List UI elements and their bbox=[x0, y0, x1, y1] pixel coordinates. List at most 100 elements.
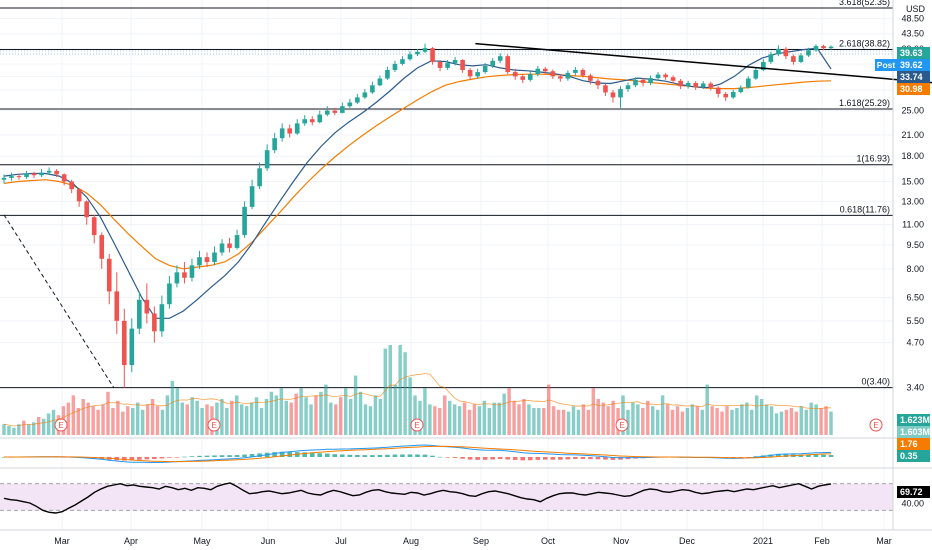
volume-bar bbox=[443, 395, 447, 435]
candle-body bbox=[152, 313, 157, 332]
candle-body bbox=[182, 272, 187, 278]
price-tick-label: 43.50 bbox=[901, 29, 924, 39]
volume-bar bbox=[571, 406, 576, 435]
macd-signal-line bbox=[4, 445, 832, 463]
candle-body bbox=[31, 173, 37, 176]
volume-bar bbox=[492, 402, 496, 435]
candle-body bbox=[294, 123, 300, 134]
candle-body bbox=[588, 75, 593, 81]
volume-bar bbox=[670, 409, 675, 435]
volume-bar bbox=[586, 409, 591, 435]
price-badges: 39.63 Post 39.62 33.74 30.98 1.623M 1.603M 1.76… bbox=[875, 47, 930, 498]
candle-body bbox=[272, 138, 277, 151]
macd-histogram-bar bbox=[392, 454, 398, 457]
volume-bar bbox=[235, 395, 239, 435]
macd-histogram-bar bbox=[603, 457, 608, 460]
volume-bar bbox=[423, 388, 427, 435]
volume-bar bbox=[774, 413, 779, 435]
volume-bar bbox=[537, 408, 541, 435]
time-tick-label: Dec bbox=[679, 536, 696, 546]
volume-bar bbox=[740, 404, 744, 435]
volume-bar bbox=[299, 388, 303, 435]
candle-body bbox=[430, 48, 435, 62]
candle-body bbox=[460, 59, 465, 70]
fib-level-label: 0(3.40) bbox=[861, 377, 890, 387]
volume-bar bbox=[655, 409, 660, 435]
volume-bar bbox=[225, 408, 229, 435]
macd-histogram-bar bbox=[437, 456, 443, 458]
candlestick-series bbox=[1, 43, 834, 388]
volume-bar bbox=[36, 417, 41, 435]
volume-bar bbox=[705, 384, 709, 435]
volume-bar bbox=[680, 411, 685, 435]
macd-histogram-bar bbox=[234, 455, 240, 457]
macd-histogram-bar bbox=[618, 457, 623, 460]
time-axis[interactable]: Mar Apr May Jun Jul Aug Sep Oct Nov Dec 2021 Feb Mar bbox=[0, 529, 932, 546]
volume-bar bbox=[314, 395, 318, 435]
macd-histogram-bar bbox=[806, 454, 811, 457]
price-tick-label: 18.00 bbox=[901, 151, 924, 161]
volume-bar bbox=[230, 400, 234, 435]
volume-bar bbox=[502, 393, 506, 435]
volume-bar bbox=[665, 404, 670, 435]
volume-bar bbox=[334, 404, 338, 435]
macd-histogram-bar bbox=[189, 456, 195, 457]
volume-bar bbox=[373, 395, 378, 435]
volume-bar bbox=[764, 404, 769, 435]
price-tick-label: 3.40 bbox=[906, 383, 924, 393]
macd-histogram-bar bbox=[798, 454, 804, 457]
candle-body bbox=[9, 176, 14, 178]
macd-histogram-bar bbox=[783, 453, 789, 457]
candle-body bbox=[618, 89, 623, 98]
volume-bar bbox=[309, 404, 313, 435]
volume-bar bbox=[101, 404, 105, 435]
volume-bar bbox=[472, 404, 477, 435]
candle-body bbox=[114, 291, 120, 321]
volume-bar bbox=[477, 406, 482, 435]
volume-bar bbox=[556, 409, 561, 435]
candle-body bbox=[558, 76, 563, 79]
macd-histogram-bar bbox=[520, 457, 526, 461]
volume-bar bbox=[269, 391, 274, 435]
candle-body bbox=[505, 56, 511, 73]
macd-histogram-bar bbox=[400, 454, 405, 457]
candle-body bbox=[595, 80, 601, 86]
volume-bar bbox=[378, 399, 383, 435]
moving-averages bbox=[3, 47, 832, 319]
volume-prev-badge bbox=[897, 426, 930, 438]
macd-histogram-bar bbox=[242, 454, 247, 457]
macd-histogram-bar bbox=[362, 455, 368, 457]
volume-bar bbox=[636, 404, 640, 435]
volume-bar bbox=[462, 402, 467, 435]
macd-histogram-bar bbox=[745, 457, 751, 458]
price-tick-label: 6.50 bbox=[906, 293, 924, 303]
volume-bar bbox=[428, 404, 432, 435]
candle-body bbox=[821, 46, 826, 49]
candle-body bbox=[527, 74, 533, 80]
price-tick-label: 25.00 bbox=[901, 106, 924, 116]
macd-histogram-bar bbox=[279, 451, 285, 457]
volume-bar bbox=[601, 402, 605, 435]
volume-bar bbox=[725, 406, 729, 435]
time-tick-label: Mar bbox=[54, 536, 70, 546]
macd-histogram-bar bbox=[580, 457, 586, 459]
macd-histogram-bar bbox=[490, 457, 495, 460]
volume-bar bbox=[745, 402, 749, 435]
macd-histogram-bar bbox=[550, 457, 556, 460]
time-tick-label: Aug bbox=[403, 536, 419, 546]
volume-bar bbox=[675, 406, 680, 435]
volume-bar bbox=[51, 409, 56, 435]
volume-bar bbox=[319, 391, 323, 435]
macd-histogram-bar bbox=[445, 457, 450, 458]
volume-bar bbox=[547, 384, 551, 435]
price-tick-label: 21.00 bbox=[901, 130, 924, 140]
candle-body bbox=[332, 110, 338, 113]
volume-bar bbox=[794, 411, 799, 435]
price-tick-label: 4.70 bbox=[906, 338, 924, 348]
volume-bar bbox=[324, 384, 328, 435]
post-badge-label: 39.62 bbox=[900, 60, 923, 70]
fib-level-label: 0.618(11.76) bbox=[840, 204, 890, 214]
volume-bar bbox=[264, 399, 269, 435]
candle-body bbox=[776, 48, 781, 55]
